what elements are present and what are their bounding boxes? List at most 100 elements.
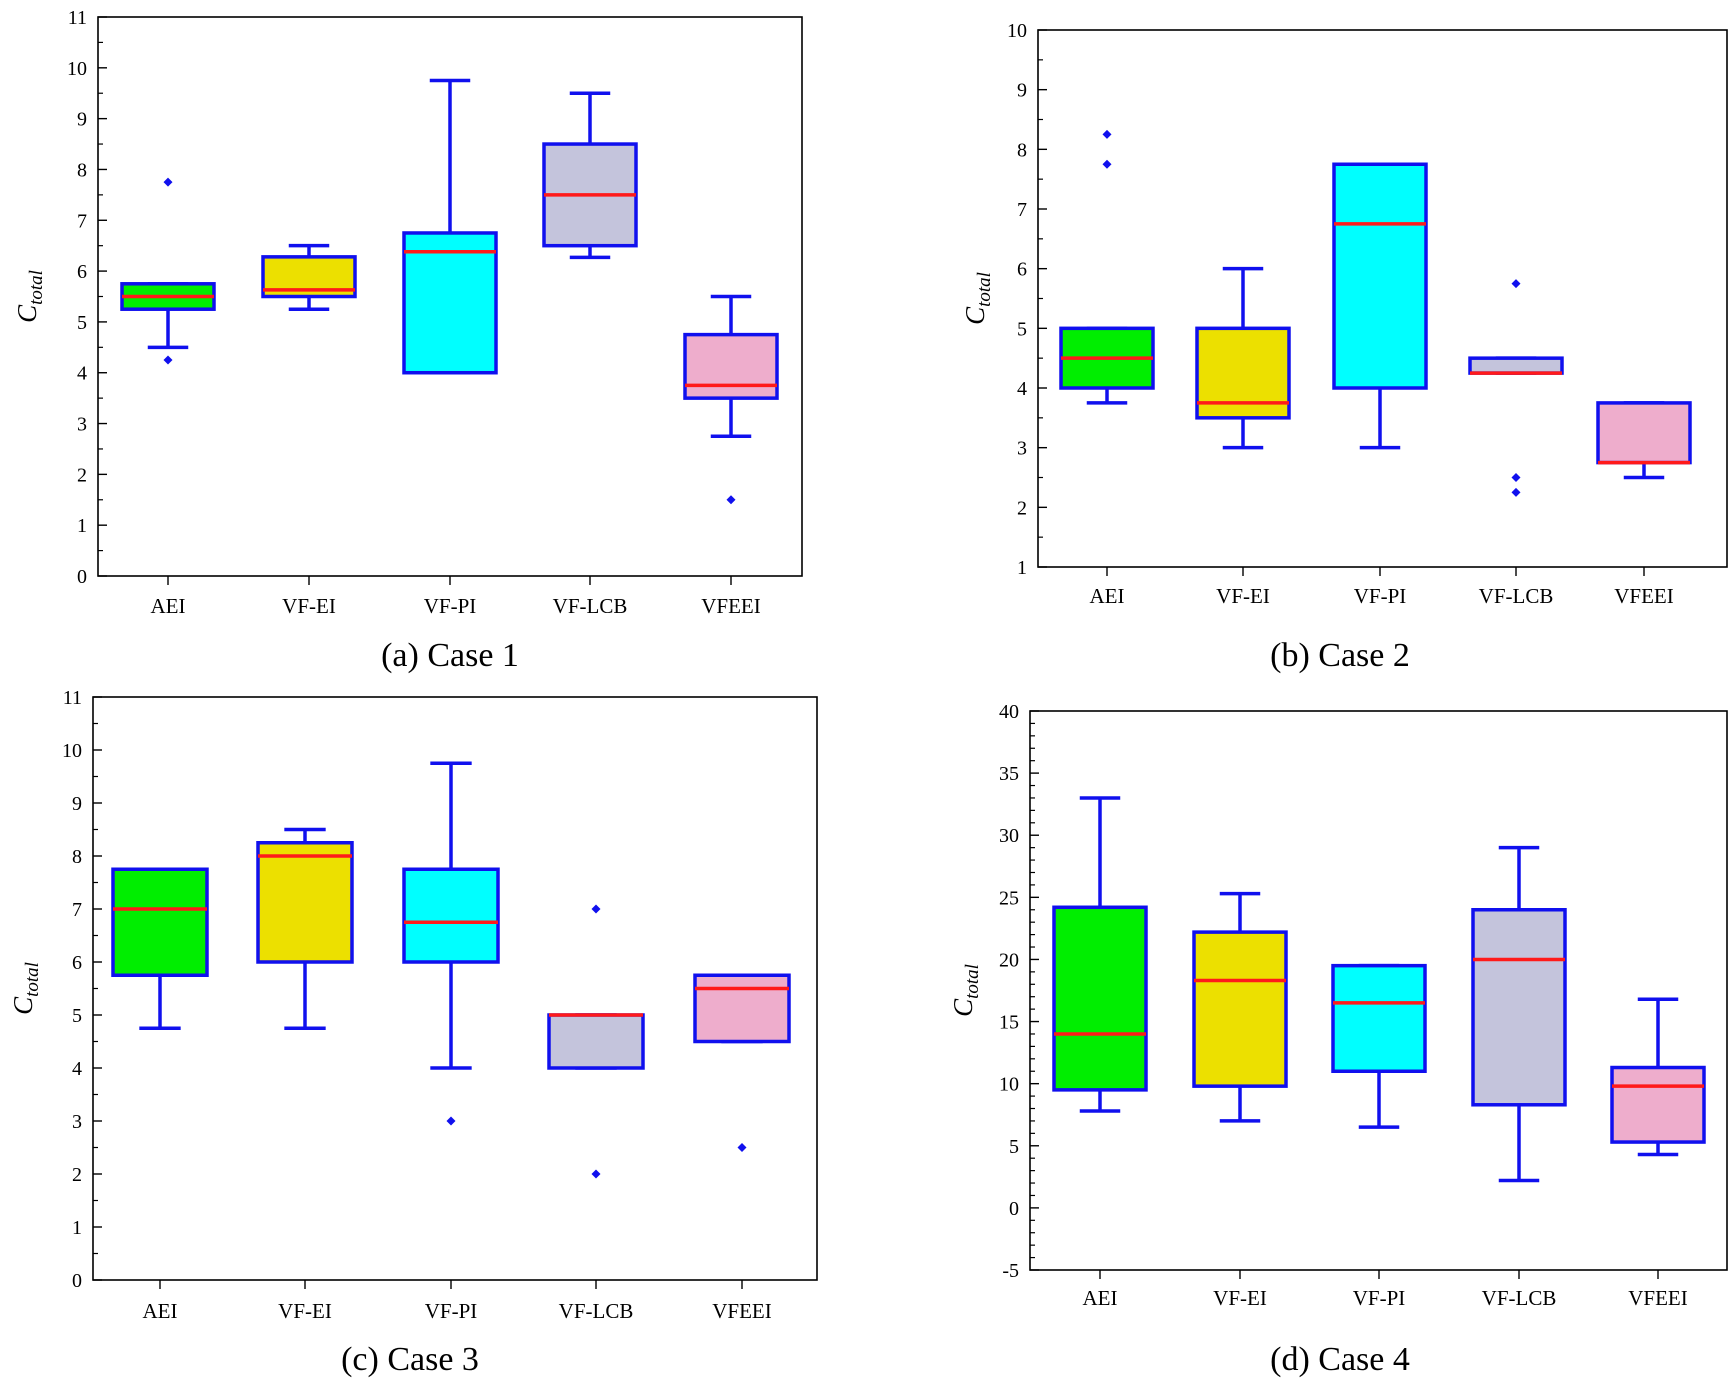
y-axis-label: Ctotal (8, 962, 43, 1015)
category-label: VF-EI (278, 1299, 332, 1323)
y-tick-label: 6 (72, 952, 82, 974)
y-tick-label: 0 (1009, 1198, 1019, 1220)
iqr-box (402, 867, 500, 964)
box-aei (1052, 796, 1148, 1113)
panel-caption: (d) Case 4 (1270, 1341, 1410, 1378)
y-tick-label: 9 (72, 793, 82, 815)
y-tick-label: 30 (999, 825, 1019, 847)
y-tick-label: 9 (1017, 80, 1027, 102)
y-tick-label: 7 (1017, 199, 1027, 221)
box-vf-lcb (1468, 279, 1564, 497)
outlier-point (591, 904, 601, 914)
box-vf-pi (402, 78, 498, 375)
outlier-point (1511, 279, 1521, 289)
iqr-box (1192, 930, 1288, 1088)
panel-caption: (c) Case 3 (341, 1341, 479, 1378)
box-vfeei (683, 294, 779, 505)
y-tick-label: 3 (1017, 438, 1027, 460)
y-tick-label: 2 (77, 464, 87, 486)
category-label: VF-EI (1216, 584, 1270, 608)
y-tick-label: 4 (77, 363, 87, 385)
y-tick-label: 35 (999, 763, 1019, 785)
outlier-point (1102, 129, 1112, 139)
category-label: VFEEI (1628, 1286, 1688, 1310)
iqr-box (683, 332, 779, 400)
y-tick-label: 1 (1017, 557, 1027, 579)
box-vf-pi (402, 761, 500, 1126)
category-label: AEI (143, 1299, 178, 1323)
y-tick-label: 15 (999, 1012, 1019, 1034)
category-label: VF-LCB (553, 594, 628, 618)
chart-panel-3: 0 1 2 3 4 5 6 7 8 9 10 11 AEI VF-EI VF-PI VF-LCB VFEEI Ct… (8, 687, 818, 1378)
y-tick-label: 8 (77, 159, 87, 181)
category-label: VFEEI (701, 594, 761, 618)
category-label: AEI (1083, 1286, 1118, 1310)
y-tick-label: 3 (72, 1111, 82, 1133)
iqr-box (693, 973, 791, 1044)
y-tick-label: -5 (1002, 1260, 1019, 1282)
box-aei (120, 177, 216, 365)
chart-panel-4: -5 0 5 10 15 20 25 30 35 40 AEI VF-EI VF-PI VF-LCB VFE… (948, 701, 1728, 1378)
category-label: VF-PI (1353, 1286, 1406, 1310)
category-label: AEI (151, 594, 186, 618)
box-vf-ei (256, 827, 354, 1030)
y-tick-label: 8 (1017, 139, 1027, 161)
y-tick-label: 6 (77, 261, 87, 283)
outlier-point (163, 355, 173, 365)
y-tick-label: 3 (77, 414, 87, 436)
category-label: VF-LCB (559, 1299, 634, 1323)
y-axis-label: Ctotal (12, 270, 47, 323)
iqr-box (111, 867, 209, 977)
iqr-box (1052, 905, 1148, 1092)
category-label: VFEEI (1614, 584, 1674, 608)
box-aei (1059, 129, 1155, 405)
y-tick-label: 7 (72, 899, 82, 921)
y-tick-label: 20 (999, 949, 1019, 971)
y-tick-label: 10 (999, 1074, 1019, 1096)
iqr-box (1331, 963, 1427, 1073)
box-vfeei (1610, 997, 1706, 1157)
y-axis-label: Ctotal (960, 272, 995, 325)
panel-caption: (b) Case 2 (1270, 637, 1410, 674)
y-tick-label: 9 (77, 109, 87, 131)
y-tick-label: 40 (999, 701, 1019, 723)
y-axis-label: Ctotal (948, 964, 983, 1017)
y-tick-label: 4 (1017, 378, 1027, 400)
category-label: AEI (1090, 584, 1125, 608)
category-label: VF-LCB (1479, 584, 1554, 608)
iqr-box (1610, 1065, 1706, 1144)
iqr-box (1332, 162, 1428, 390)
iqr-box (1471, 908, 1567, 1107)
iqr-box (402, 231, 498, 375)
box-aei (111, 867, 209, 1030)
y-tick-label: 11 (63, 687, 82, 709)
box-vf-ei (1195, 266, 1291, 450)
box-vfeei (1596, 401, 1692, 480)
y-tick-label: 5 (1009, 1136, 1019, 1158)
category-label: VF-PI (425, 1299, 478, 1323)
box-vf-ei (261, 243, 357, 311)
outlier-point (446, 1116, 456, 1126)
y-tick-label: 0 (77, 566, 87, 588)
y-tick-label: 4 (72, 1058, 82, 1080)
category-label: VF-PI (424, 594, 477, 618)
chart-panel-1: 0 1 2 3 4 5 6 7 8 9 10 11 AEI VF-EI VF-PI VF-LCB VFEEI Ct… (12, 7, 803, 674)
y-tick-label: 25 (999, 887, 1019, 909)
outlier-point (726, 495, 736, 505)
y-tick-label: 2 (1017, 497, 1027, 519)
y-tick-label: 6 (1017, 259, 1027, 281)
y-tick-label: 5 (72, 1005, 82, 1027)
y-tick-label: 8 (72, 846, 82, 868)
y-tick-label: 11 (68, 7, 87, 29)
outlier-point (591, 1169, 601, 1179)
iqr-box (256, 841, 354, 964)
box-vf-lcb (547, 904, 645, 1179)
y-tick-label: 2 (72, 1164, 82, 1186)
y-tick-label: 0 (72, 1270, 82, 1292)
iqr-box (1468, 356, 1564, 375)
outlier-point (1511, 473, 1521, 482)
y-tick-label: 5 (77, 312, 87, 334)
y-tick-label: 1 (72, 1217, 82, 1239)
